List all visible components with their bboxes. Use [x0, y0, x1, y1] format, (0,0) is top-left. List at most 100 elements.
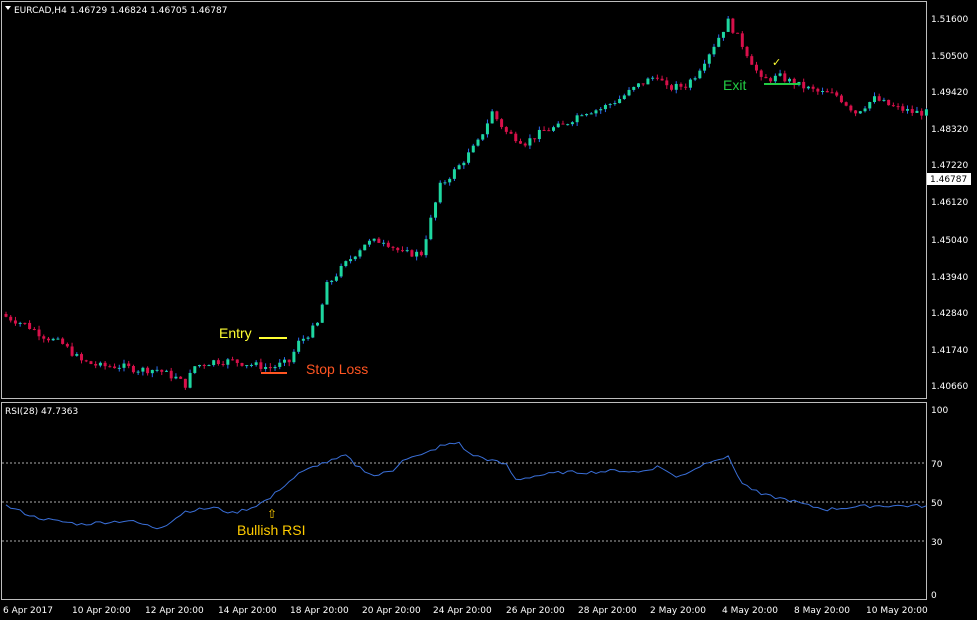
bullish-candle — [297, 340, 301, 352]
bearish-candle — [877, 96, 881, 101]
bearish-candle — [825, 90, 829, 93]
bearish-candle — [396, 247, 400, 251]
bullish-candle — [467, 152, 471, 163]
bearish-candle — [830, 92, 834, 94]
bearish-candle — [216, 360, 220, 365]
time-tick: 20 Apr 20:00 — [362, 606, 421, 616]
bearish-candle — [740, 33, 744, 47]
bullish-candle — [712, 46, 716, 55]
bearish-candle — [131, 366, 135, 373]
rsi-tick: 30 — [931, 538, 943, 548]
bullish-candle — [334, 276, 338, 281]
bullish-candle — [226, 359, 230, 365]
bearish-candle — [268, 367, 272, 369]
bullish-candle — [778, 73, 782, 76]
bullish-candle — [438, 182, 442, 203]
rsi-label: RSI(28) 47.7363 — [5, 407, 78, 417]
bullish-candle — [646, 78, 650, 85]
bearish-candle — [896, 106, 900, 108]
bullish-candle — [608, 104, 612, 106]
price-tick: 1.41740 — [931, 346, 968, 356]
bullish-candle — [721, 31, 725, 38]
bullish-candle — [688, 79, 692, 88]
bearish-candle — [169, 370, 173, 379]
bullish-candle — [18, 322, 22, 324]
price-tick: 1.43940 — [931, 273, 968, 283]
bullish-candle — [207, 365, 211, 367]
bearish-candle — [410, 250, 414, 257]
bullish-candle — [448, 178, 452, 183]
bearish-candle — [23, 322, 27, 324]
bullish-candle — [282, 359, 286, 363]
bullish-candle — [693, 78, 697, 80]
bullish-candle — [382, 242, 386, 244]
bearish-candle — [495, 111, 499, 120]
bearish-candle — [419, 251, 423, 256]
price-tick: 1.51600 — [931, 15, 968, 25]
bullish-candle — [117, 367, 121, 369]
bullish-candle — [325, 282, 329, 305]
bearish-candle — [542, 129, 546, 131]
price-tick: 1.46120 — [931, 198, 968, 208]
bearish-candle — [9, 316, 13, 321]
bullish-candle — [51, 338, 55, 341]
rsi-tick: 0 — [931, 591, 937, 601]
bullish-candle — [594, 110, 598, 114]
bullish-candle — [575, 115, 579, 123]
time-tick: 28 Apr 20:00 — [578, 606, 637, 616]
bearish-candle — [523, 143, 527, 146]
bearish-candle — [94, 363, 98, 366]
bearish-candle — [235, 359, 239, 363]
bearish-candle — [910, 109, 914, 113]
bullish-candle — [174, 376, 178, 379]
dropdown-triangle-icon[interactable] — [5, 6, 11, 10]
bearish-candle — [844, 102, 848, 106]
bullish-candle — [193, 366, 197, 373]
bullish-candle — [674, 83, 678, 90]
bullish-candle — [627, 89, 631, 96]
bullish-candle — [528, 138, 532, 146]
price-tick: 1.48320 — [931, 125, 968, 135]
bearish-candle — [854, 110, 858, 114]
bearish-candle — [802, 81, 806, 89]
bullish-candle — [924, 109, 928, 116]
up-arrow-icon: ⇧ — [267, 507, 277, 521]
bearish-candle — [750, 56, 754, 65]
bearish-candle — [103, 362, 107, 367]
bearish-candle — [259, 362, 263, 369]
bullish-candle — [821, 90, 825, 92]
bullish-candle — [344, 261, 348, 267]
price-tick: 1.50500 — [931, 52, 968, 62]
bullish-candle — [367, 240, 371, 245]
bearish-candle — [901, 106, 905, 111]
bearish-candle — [391, 246, 395, 248]
bearish-candle — [849, 105, 853, 111]
bullish-candle — [707, 54, 711, 64]
bearish-candle — [769, 78, 773, 82]
symbol-label: EURCAD,H4 — [14, 6, 67, 16]
bearish-candle — [679, 83, 683, 87]
bearish-candle — [665, 80, 669, 86]
time-tick: 6 Apr 2017 — [3, 606, 53, 616]
bullish-candle — [858, 111, 862, 114]
bullish-candle — [651, 77, 655, 79]
time-tick: 14 Apr 20:00 — [218, 606, 277, 616]
bullish-candle — [339, 266, 343, 277]
bullish-candle — [599, 109, 603, 111]
time-tick: 10 Apr 20:00 — [72, 606, 131, 616]
bearish-candle — [183, 378, 187, 388]
bearish-candle — [146, 367, 150, 374]
bullish-candle — [278, 362, 282, 367]
bullish-candle — [490, 111, 494, 124]
bullish-candle — [141, 367, 145, 372]
bearish-candle — [400, 250, 404, 252]
bullish-candle — [589, 113, 593, 115]
bearish-candle — [179, 376, 183, 379]
bullish-candle — [698, 70, 702, 79]
bearish-candle — [377, 238, 381, 243]
bullish-candle — [585, 113, 589, 116]
bearish-candle — [37, 329, 41, 337]
bearish-candle — [731, 18, 735, 33]
time-tick: 18 Apr 20:00 — [290, 606, 349, 616]
